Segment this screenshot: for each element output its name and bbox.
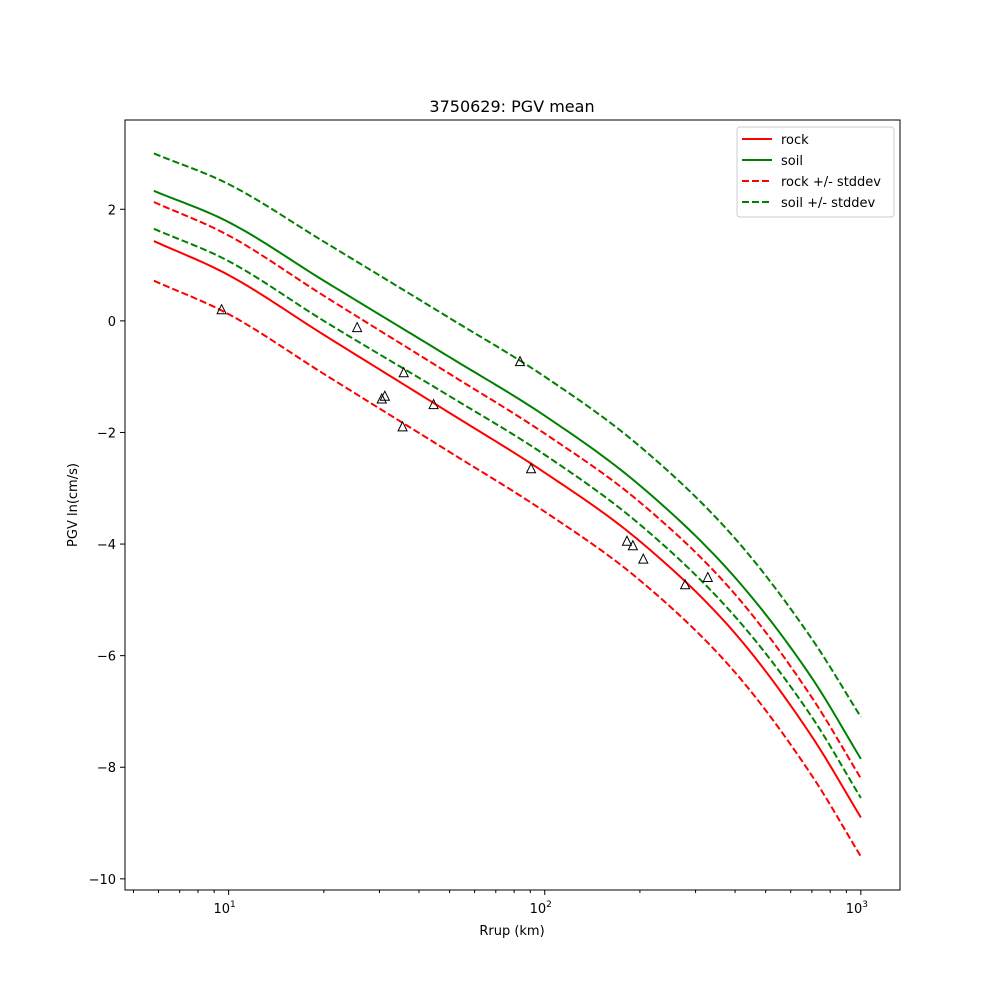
y-tick-label: −6 xyxy=(97,650,116,665)
x-tick-label: 101 xyxy=(214,900,236,917)
y-tick-label: −10 xyxy=(89,873,116,888)
series-line-5 xyxy=(153,227,862,799)
x-axis-ticks: 101 102 103 xyxy=(132,890,868,917)
y-axis-ticks: 2 0 −2 −4 −6 −8 −10 xyxy=(89,203,125,888)
legend-label: rock +/- stddev xyxy=(781,175,881,190)
series-line-1 xyxy=(153,189,862,760)
chart-title: 3750629: PGV mean xyxy=(429,97,594,116)
legend-box xyxy=(736,126,895,218)
observation-point xyxy=(398,366,410,378)
x-tick-label: 102 xyxy=(530,900,552,917)
y-axis-label: PGV ln(cm/s) xyxy=(66,463,81,547)
legend: rock soil rock +/- stddev soil +/- stddev xyxy=(736,126,895,218)
series-line-0 xyxy=(153,240,862,818)
observation-point xyxy=(627,539,639,551)
x-axis-label: Rrup (km) xyxy=(479,924,544,939)
observation-point xyxy=(428,398,439,410)
observation-point xyxy=(351,321,363,333)
legend-label: soil xyxy=(781,154,803,169)
observation-point xyxy=(379,390,391,401)
legend-label: rock xyxy=(781,133,809,148)
observation-point xyxy=(216,303,227,315)
y-tick-label: −4 xyxy=(97,538,116,553)
series-line-2 xyxy=(153,201,862,779)
series-line-4 xyxy=(153,152,862,718)
y-tick-label: 0 xyxy=(108,315,116,330)
legend-label: soil +/- stddev xyxy=(781,196,876,211)
y-tick-label: −8 xyxy=(97,761,116,776)
observation-point xyxy=(397,420,408,432)
observation-point xyxy=(637,553,649,564)
plot-content xyxy=(153,152,862,858)
y-tick-label: −2 xyxy=(97,426,116,441)
observation-point xyxy=(376,392,388,404)
x-tick-label: 103 xyxy=(846,900,868,917)
observation-point xyxy=(525,462,537,474)
observation-point xyxy=(702,571,714,583)
observation-point xyxy=(514,355,526,367)
y-tick-label: 2 xyxy=(108,203,116,218)
observation-point xyxy=(679,578,691,590)
plot-frame xyxy=(124,119,901,891)
observation-point xyxy=(621,535,633,546)
series-line-3 xyxy=(153,279,862,858)
